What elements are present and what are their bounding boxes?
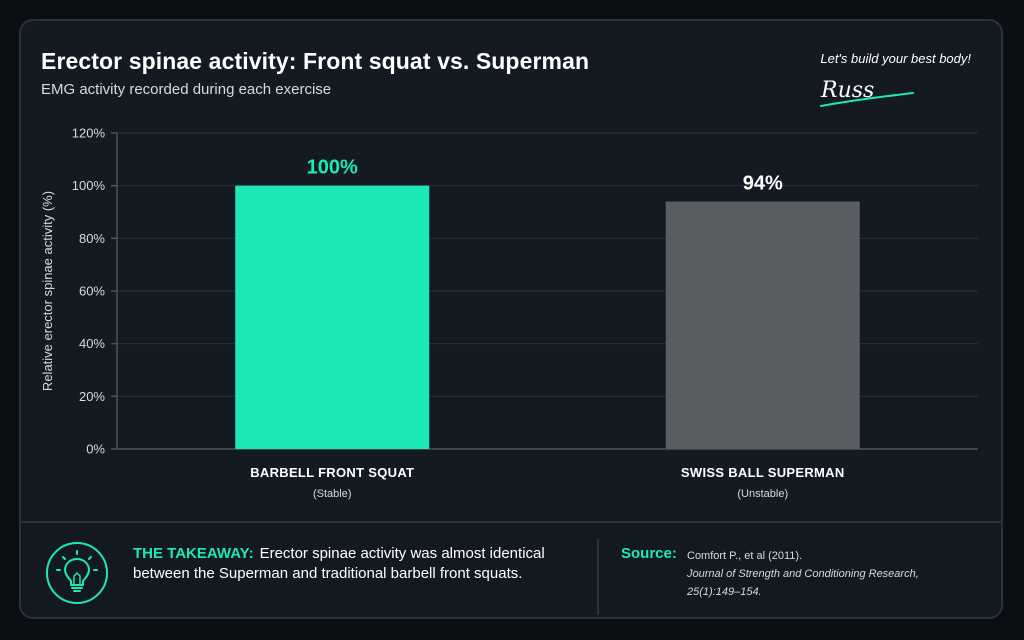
brand-signature-logo: Russ: [820, 78, 914, 107]
category-sublabel: (Stable): [313, 488, 352, 500]
category-label: SWISS BALL SUPERMAN: [681, 465, 845, 480]
y-tick-label: 0%: [86, 442, 105, 457]
category-labels: BARBELL FRONT SQUAT (Stable) SWISS BALL SU…: [250, 465, 844, 500]
footer-divider: [597, 539, 599, 615]
bar-value-label: 94%: [743, 172, 783, 194]
y-axis-label: Relative erector spinae activity (%): [40, 191, 55, 391]
y-tick-label: 20%: [79, 389, 105, 404]
bar: [665, 201, 860, 449]
bar-value-label: 100%: [307, 157, 358, 179]
y-axis-ticks: 0% 20% 40% 60% 80% 100% 120%: [72, 126, 117, 457]
bar: [235, 185, 430, 449]
source-label: Source:: [621, 545, 677, 562]
takeaway-label: THE TAKEAWAY:: [133, 545, 254, 562]
brand-tagline: Let's build your best body!: [820, 51, 971, 66]
chart-title: Erector spinae activity: Front squat vs.…: [41, 48, 590, 74]
y-tick-label: 60%: [79, 284, 105, 299]
source-line: Journal of Strength and Conditioning Res…: [687, 568, 919, 580]
y-tick-label: 120%: [72, 126, 106, 141]
source-citation: Comfort P., et al (2011). Journal of Str…: [687, 547, 987, 601]
y-tick-label: 80%: [79, 231, 105, 246]
footer-panel: THE TAKEAWAY: Erector spinae activity was…: [21, 521, 1001, 617]
bar-chart: 0% 20% 40% 60% 80% 100% 120% Relative erector …: [40, 126, 978, 500]
chart-subtitle: EMG activity recorded during each exerci…: [41, 81, 332, 98]
y-tick-label: 100%: [72, 178, 106, 193]
category-label: BARBELL FRONT SQUAT: [250, 465, 414, 480]
takeaway-text: Erector spinae activity was almost ident…: [133, 545, 545, 582]
infographic-card: Erector spinae activity: Front squat vs.…: [19, 19, 1003, 619]
y-tick-label: 40%: [79, 336, 105, 351]
bars: 100% 94%: [235, 157, 860, 449]
signature-underline: [820, 92, 914, 107]
source-line: 25(1):149–154.: [687, 586, 762, 598]
lightbulb-icon: [46, 542, 108, 604]
category-sublabel: (Unstable): [737, 488, 788, 500]
takeaway-text-block: THE TAKEAWAY: Erector spinae activity was…: [133, 544, 553, 583]
source-line: Comfort P., et al (2011).: [687, 550, 803, 562]
